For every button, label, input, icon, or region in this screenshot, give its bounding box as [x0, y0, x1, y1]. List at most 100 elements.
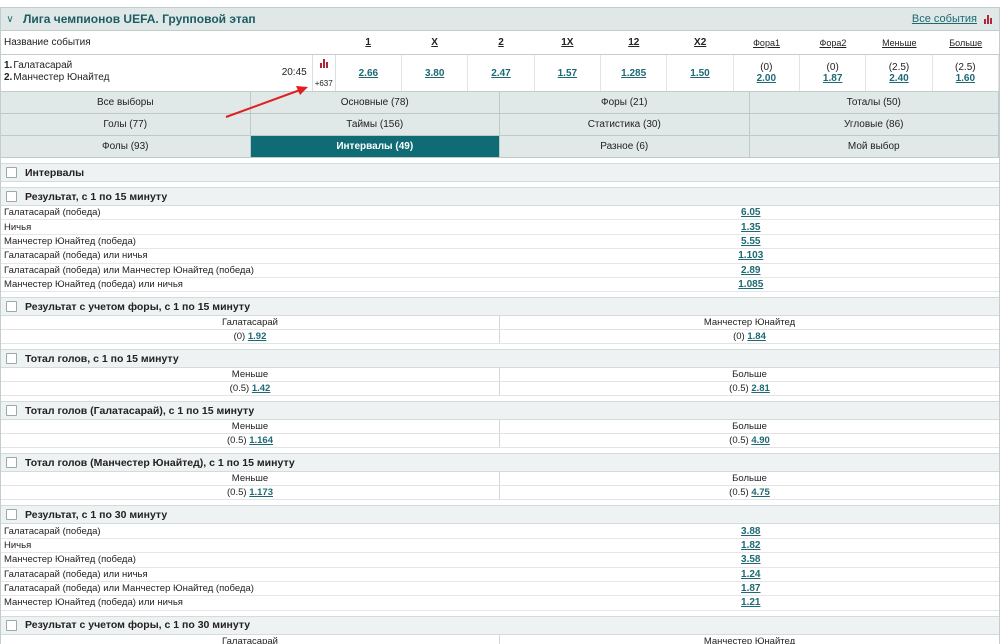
odd[interactable]: 1.50 [690, 67, 710, 79]
odd-cell: (0.5) 1.42 [1, 382, 500, 396]
checkbox[interactable] [6, 619, 17, 631]
column-label: 1 [365, 37, 371, 48]
checkbox[interactable] [6, 509, 17, 521]
odd-cell: 1.103 [503, 250, 1000, 261]
odd[interactable]: 2.81 [751, 383, 770, 395]
pair-header: Меньше Больше [1, 368, 999, 383]
tab[interactable]: Тоталы (50) [749, 92, 999, 114]
checkbox[interactable] [6, 167, 17, 178]
odd-cell: 2.66 [336, 55, 403, 91]
outcome-label: Манчестер Юнайтед (победа) [4, 235, 136, 247]
column-header: Название события 1 X 2 1X 12 X2 Фора1 Фора2 Меньш… [1, 31, 999, 55]
tab[interactable]: Основные (78) [250, 92, 500, 114]
odd[interactable]: 1.57 [557, 67, 578, 79]
odd-cell: 1.21 [503, 597, 1000, 608]
odd-cell: (0.5) 1.173 [1, 486, 500, 500]
tab[interactable]: Фолы (93) [1, 136, 251, 158]
stats-icon[interactable] [983, 14, 993, 24]
odd[interactable]: 2.00 [756, 73, 777, 84]
section-title: Результат, с 1 по 15 минуту [25, 190, 168, 203]
odd[interactable]: 1.285 [621, 67, 647, 79]
odd-cell: (0) 1.84 [500, 330, 999, 343]
section-heading: Тотал голов (Галатасарай), с 1 по 15 мин… [1, 401, 999, 421]
odd-cell: 1.50 [667, 55, 734, 91]
pair-values: (0) 1.92 (0) 1.84 [1, 330, 999, 345]
pair-values: (0.5) 1.164 (0.5) 4.90 [1, 434, 999, 449]
checkbox[interactable] [6, 301, 17, 313]
odd[interactable]: 1.82 [741, 539, 761, 551]
checkbox[interactable] [6, 191, 17, 202]
odd[interactable]: 2.40 [889, 73, 909, 84]
odd[interactable]: 3.80 [424, 67, 445, 79]
more-markets[interactable]: +637 [314, 79, 333, 88]
odd[interactable]: 1.84 [747, 331, 766, 343]
odd-cell: 2.89 [503, 265, 1000, 276]
odd[interactable]: 1.085 [738, 279, 764, 291]
section-heading: Результат с учетом форы, с 1 по 30 минут… [1, 615, 999, 635]
outcome-label: Ничья [4, 539, 32, 551]
odd[interactable]: 5.55 [741, 235, 761, 247]
odd[interactable]: 2.47 [491, 67, 511, 79]
column-label: Больше [949, 37, 983, 48]
odd[interactable]: 6.05 [741, 207, 761, 219]
outcome-row: Манчестер Юнайтед (победа) или ничья 1.21 [1, 596, 1000, 611]
odd[interactable]: 1.35 [741, 221, 761, 233]
odd[interactable]: 1.87 [822, 73, 843, 84]
outcome-name: Манчестер Юнайтед [703, 635, 796, 644]
stats-icon[interactable] [319, 58, 329, 68]
odd[interactable]: 1.24 [741, 568, 761, 580]
odd[interactable]: 4.90 [751, 435, 770, 447]
tab[interactable]: Голы (77) [1, 114, 251, 136]
section-title: Тотал голов (Галатасарай), с 1 по 15 мин… [25, 404, 255, 417]
odd[interactable]: 1.164 [249, 435, 273, 447]
odd[interactable]: 1.60 [955, 73, 976, 84]
handicap: (0) [733, 331, 745, 343]
tab[interactable]: Интервалы (49) [250, 136, 500, 158]
section-heading: Тотал голов (Манчестер Юнайтед), с 1 по … [1, 453, 999, 473]
checkbox[interactable] [6, 353, 17, 365]
tab[interactable]: Статистика (30) [500, 114, 750, 136]
odd[interactable]: 2.89 [741, 264, 761, 276]
all-events-link[interactable]: Все события [911, 13, 977, 25]
column-label: 1X [561, 37, 574, 48]
collapse-arrow: ∨ [6, 13, 14, 25]
odd[interactable]: 4.75 [751, 487, 770, 499]
outcome-name: Больше [732, 421, 767, 433]
section: Интервалы [1, 163, 999, 182]
handicap: (0.5) [729, 435, 749, 447]
league-title: Лига чемпионов UEFA. Групповой этап [23, 12, 256, 26]
odd[interactable]: 2.66 [358, 67, 379, 79]
checkbox[interactable] [6, 405, 17, 417]
odd[interactable]: 1.103 [738, 250, 764, 262]
outcome-row: Манчестер Юнайтед (победа) 3.58 [1, 553, 999, 568]
checkbox[interactable] [6, 457, 17, 469]
odd-cell: 1.87 [503, 583, 1000, 594]
outcome-label: Галатасарай (победа) или Манчестер Юнайт… [4, 264, 254, 276]
section-heading: Результат, с 1 по 30 минуту [1, 505, 999, 525]
tab[interactable]: Все выборы [1, 92, 251, 114]
handicap: (0.5) [729, 487, 749, 499]
odd[interactable]: 1.42 [251, 383, 271, 395]
odd[interactable]: 1.173 [249, 487, 273, 499]
tab[interactable]: Мой выбор [749, 136, 999, 158]
odd[interactable]: 1.87 [741, 583, 761, 595]
section-title: Результат с учетом форы, с 1 по 15 минут… [25, 300, 251, 313]
event-name: 1.Галатасарай 2.Манчестер Юнайтед 20:45 [1, 55, 313, 91]
section-heading: Тотал голов, с 1 по 15 минуту [1, 349, 999, 369]
handicap: (2.5) [955, 62, 976, 73]
odd[interactable]: 1.21 [741, 597, 761, 609]
odd[interactable]: 1.92 [247, 331, 267, 343]
column-label: 2 [498, 37, 504, 48]
pair-values: (0.5) 1.42 (0.5) 2.81 [1, 382, 999, 397]
odd-cell: 3.88 [503, 526, 1000, 537]
tab[interactable]: Разное (6) [500, 136, 750, 158]
odd[interactable]: 3.58 [741, 554, 761, 566]
handicap: (0) [826, 62, 839, 73]
odd[interactable]: 3.88 [741, 525, 761, 537]
tab[interactable]: Форы (21) [500, 92, 750, 114]
tab[interactable]: Угловые (86) [749, 114, 999, 136]
section: Результат, с 1 по 15 минуту Галатасарай (… [1, 187, 1000, 293]
handicap: (0) [760, 62, 773, 73]
section-title: Тотал голов, с 1 по 15 минуту [25, 352, 179, 365]
tab[interactable]: Таймы (156) [250, 114, 500, 136]
